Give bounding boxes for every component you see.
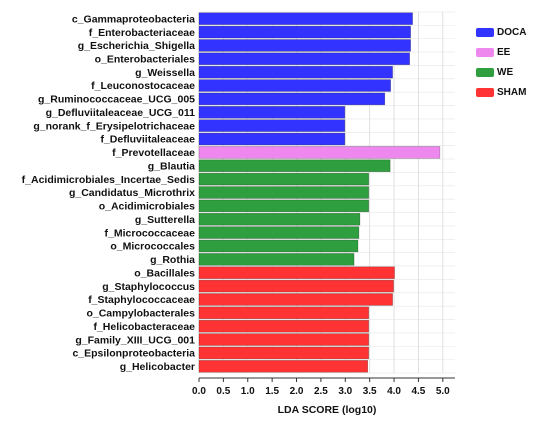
bar-doca — [198, 25, 411, 39]
category-label: f_Staphylococcaceae — [88, 294, 195, 306]
category-label: g_Family_XIII_UCG_001 — [75, 334, 195, 346]
bar-doca — [198, 106, 346, 119]
category-label: c_Gammaproteobacteria — [72, 13, 195, 25]
legend-swatch — [476, 47, 494, 57]
bar-doca — [198, 39, 411, 52]
category-label: g_Ruminococcaceae_UCG_005 — [38, 94, 195, 106]
legend-item-sham: SHAM — [476, 82, 550, 102]
bar-we — [198, 226, 360, 239]
bar-doca — [198, 92, 386, 106]
category-label: f_Acidimicrobiales_Incertae_Sedis — [22, 174, 195, 186]
bar-we — [198, 239, 359, 253]
legend-swatch — [476, 27, 494, 37]
x-tick-label: 2.5 — [314, 386, 328, 397]
category-label: g_Sutterella — [135, 214, 195, 226]
bar-we — [198, 253, 355, 266]
bar-sham — [198, 293, 393, 306]
category-label: o_Bacillales — [134, 267, 195, 279]
bar-we — [198, 186, 369, 199]
bar-doca — [198, 52, 410, 66]
bar-sham — [198, 319, 369, 333]
bar-we — [198, 199, 369, 213]
legend-swatch — [476, 87, 494, 97]
bar-sham — [198, 346, 369, 360]
bar-doca — [198, 132, 346, 146]
x-tick-label: 5.0 — [436, 386, 450, 397]
category-label: f_Helicobacteraceae — [93, 321, 195, 333]
x-tick-label: 3.5 — [363, 386, 377, 397]
bar-sham — [198, 279, 394, 293]
category-label: g_Defluviitaleaceae_UCG_011 — [46, 107, 196, 119]
category-label: g_norank_f_Erysipelotrichaceae — [33, 120, 195, 132]
category-label: o_Enterobacteriales — [95, 53, 196, 65]
category-label: f_Enterobacteriaceae — [89, 27, 195, 39]
x-tick-label: 4.0 — [387, 386, 401, 397]
category-label: o_Campylobacterales — [86, 308, 195, 320]
legend-item-we: WE — [476, 62, 550, 82]
legend-item-doca: DOCA — [476, 22, 550, 42]
bar-ee — [198, 146, 441, 159]
category-label: g_Rothia — [150, 254, 195, 266]
legend-swatch — [476, 67, 494, 77]
category-label: g_Staphylococcus — [102, 281, 195, 293]
bar-we — [198, 213, 361, 226]
category-label: o_Micrococcales — [110, 241, 195, 253]
bar-doca — [198, 79, 391, 92]
category-label: f_Prevotellaceae — [112, 147, 195, 159]
x-tick-label: 2.0 — [290, 386, 304, 397]
category-label: f_Defluviitaleaceae — [100, 134, 195, 146]
x-tick-label: 3.0 — [338, 386, 352, 397]
category-label: g_Weissella — [135, 67, 195, 79]
bar-we — [198, 159, 391, 172]
category-label: c_Epsilonproteobacteria — [72, 348, 195, 360]
bar-sham — [198, 266, 395, 279]
bar-sham — [198, 306, 369, 320]
category-label: g_Candidatus_Microthrix — [69, 187, 195, 199]
category-label: o_Acidimicrobiales — [99, 201, 195, 213]
category-label: g_Escherichia_Shigella — [78, 40, 195, 52]
bar-doca — [198, 12, 413, 25]
x-axis-title: LDA SCORE (log10) — [278, 404, 377, 416]
x-tick-label: 4.5 — [411, 386, 425, 397]
category-labels: c_Gammaproteobacteria f_Enterobacteriacea… — [22, 13, 196, 373]
bar-doca — [198, 119, 346, 132]
x-tick-label: 0.5 — [216, 386, 230, 397]
bars — [198, 12, 441, 373]
x-axis: 0.0 0.5 1.0 1.5 2.0 2.5 3.0 3.5 4.0 4.5 5.0 — [192, 377, 455, 397]
bar-sham — [198, 360, 369, 373]
legend-label: SHAM — [497, 86, 527, 98]
category-label: g_Helicobacter — [120, 361, 195, 373]
category-label: f_Leuconostocaceae — [91, 80, 195, 92]
bar-sham — [198, 333, 369, 346]
x-tick-label: 1.5 — [265, 386, 279, 397]
legend-label: WE — [497, 66, 514, 78]
category-label: g_Blautia — [148, 160, 195, 172]
category-label: f_Micrococcaceae — [105, 227, 196, 239]
bar-doca — [198, 65, 393, 79]
legend-label: DOCA — [497, 26, 527, 38]
legend-item-ee: EE — [476, 42, 550, 62]
legend: DOCA EE WE SHAM — [476, 22, 550, 102]
x-tick-label: 1.0 — [241, 386, 255, 397]
x-tick-label: 0.0 — [192, 386, 206, 397]
legend-label: EE — [497, 46, 511, 58]
bar-we — [198, 172, 369, 186]
